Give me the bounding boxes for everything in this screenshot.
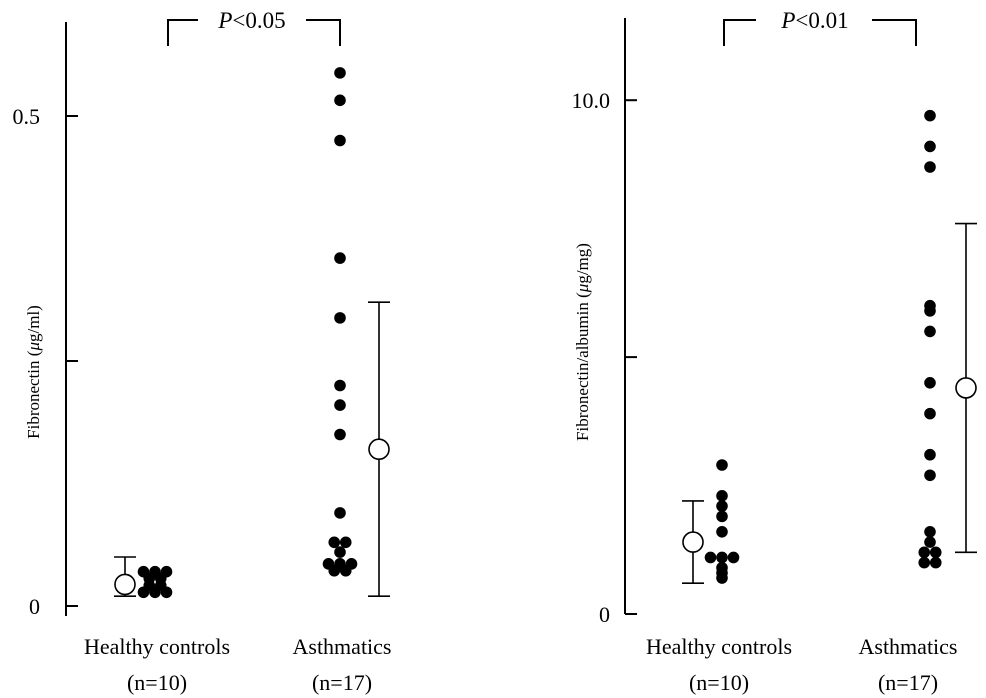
data-point — [716, 525, 728, 538]
y-tick-label: 10.0 — [572, 88, 611, 113]
data-point — [924, 140, 936, 153]
data-point — [704, 551, 717, 564]
data-point — [328, 564, 341, 577]
category-label-asthmatics: Asthmatics — [859, 634, 958, 659]
data-point — [716, 510, 728, 523]
data-point — [137, 586, 150, 599]
data-point — [716, 500, 728, 512]
data-point — [334, 67, 346, 79]
mean-error-bars — [114, 301, 390, 598]
data-point — [334, 399, 346, 411]
p-value-label: P<0.05 — [217, 8, 285, 33]
data-point — [716, 572, 728, 584]
data-point — [149, 586, 161, 599]
data-point — [924, 525, 936, 538]
mean-marker — [682, 531, 704, 553]
data-point — [924, 325, 936, 338]
y-tick-label: 0 — [29, 594, 40, 619]
y-ticks: 010.0 — [572, 88, 637, 627]
data-point — [924, 407, 936, 420]
mean-error-bars — [682, 222, 977, 584]
data-points — [137, 67, 358, 599]
y-axis-title: Fibronectin (μg/ml) — [24, 305, 43, 439]
data-point — [334, 252, 346, 264]
category-n-asthmatics: (n=17) — [878, 670, 938, 695]
data-point — [929, 546, 942, 559]
category-n-healthy: (n=10) — [689, 670, 749, 695]
data-point — [334, 94, 346, 107]
p-value-label: P<0.01 — [780, 8, 848, 33]
data-point — [924, 161, 936, 173]
y-tick-label: 0 — [599, 602, 610, 627]
category-n-healthy: (n=10) — [127, 670, 187, 695]
data-point — [918, 556, 931, 569]
data-point — [716, 459, 728, 471]
data-point — [924, 376, 936, 389]
data-point — [334, 428, 346, 441]
category-label-asthmatics: Asthmatics — [293, 634, 392, 659]
significance-bracket — [167, 19, 341, 46]
category-n-asthmatics: (n=17) — [312, 670, 372, 695]
y-axis-title: Fibronectin/albumin (μg/mg) — [573, 243, 592, 441]
data-point — [924, 448, 936, 461]
category-label-healthy: Healthy controls — [646, 634, 792, 659]
data-point — [929, 556, 942, 569]
significance-bracket — [723, 19, 917, 46]
data-points — [704, 109, 942, 584]
data-point — [328, 536, 341, 549]
mean-marker — [368, 438, 390, 461]
data-point — [339, 564, 352, 577]
data-point — [716, 490, 728, 502]
mean-marker — [114, 573, 136, 596]
y-tick-label: 0.5 — [13, 104, 41, 129]
data-point — [716, 551, 728, 564]
data-point — [339, 536, 352, 549]
data-point — [924, 109, 936, 122]
data-point — [334, 312, 346, 324]
data-point — [334, 379, 346, 392]
data-point — [334, 134, 346, 147]
panel-fibronectin-albumin: 010.0 Fibronectin/albumin (μg/mg) P<0.01… — [572, 8, 977, 695]
panel-fibronectin: 00.5 Fibronectin (μg/ml) P<0.05 Healthy … — [13, 8, 392, 695]
category-label-healthy: Healthy controls — [84, 634, 230, 659]
data-point — [334, 507, 346, 519]
mean-marker — [955, 377, 977, 399]
data-point — [924, 536, 936, 548]
data-point — [160, 586, 173, 599]
data-point — [924, 469, 936, 482]
data-point — [334, 546, 346, 558]
y-ticks: 00.5 — [13, 104, 78, 619]
data-point — [924, 305, 936, 317]
data-point — [727, 551, 740, 564]
data-point — [918, 546, 931, 559]
